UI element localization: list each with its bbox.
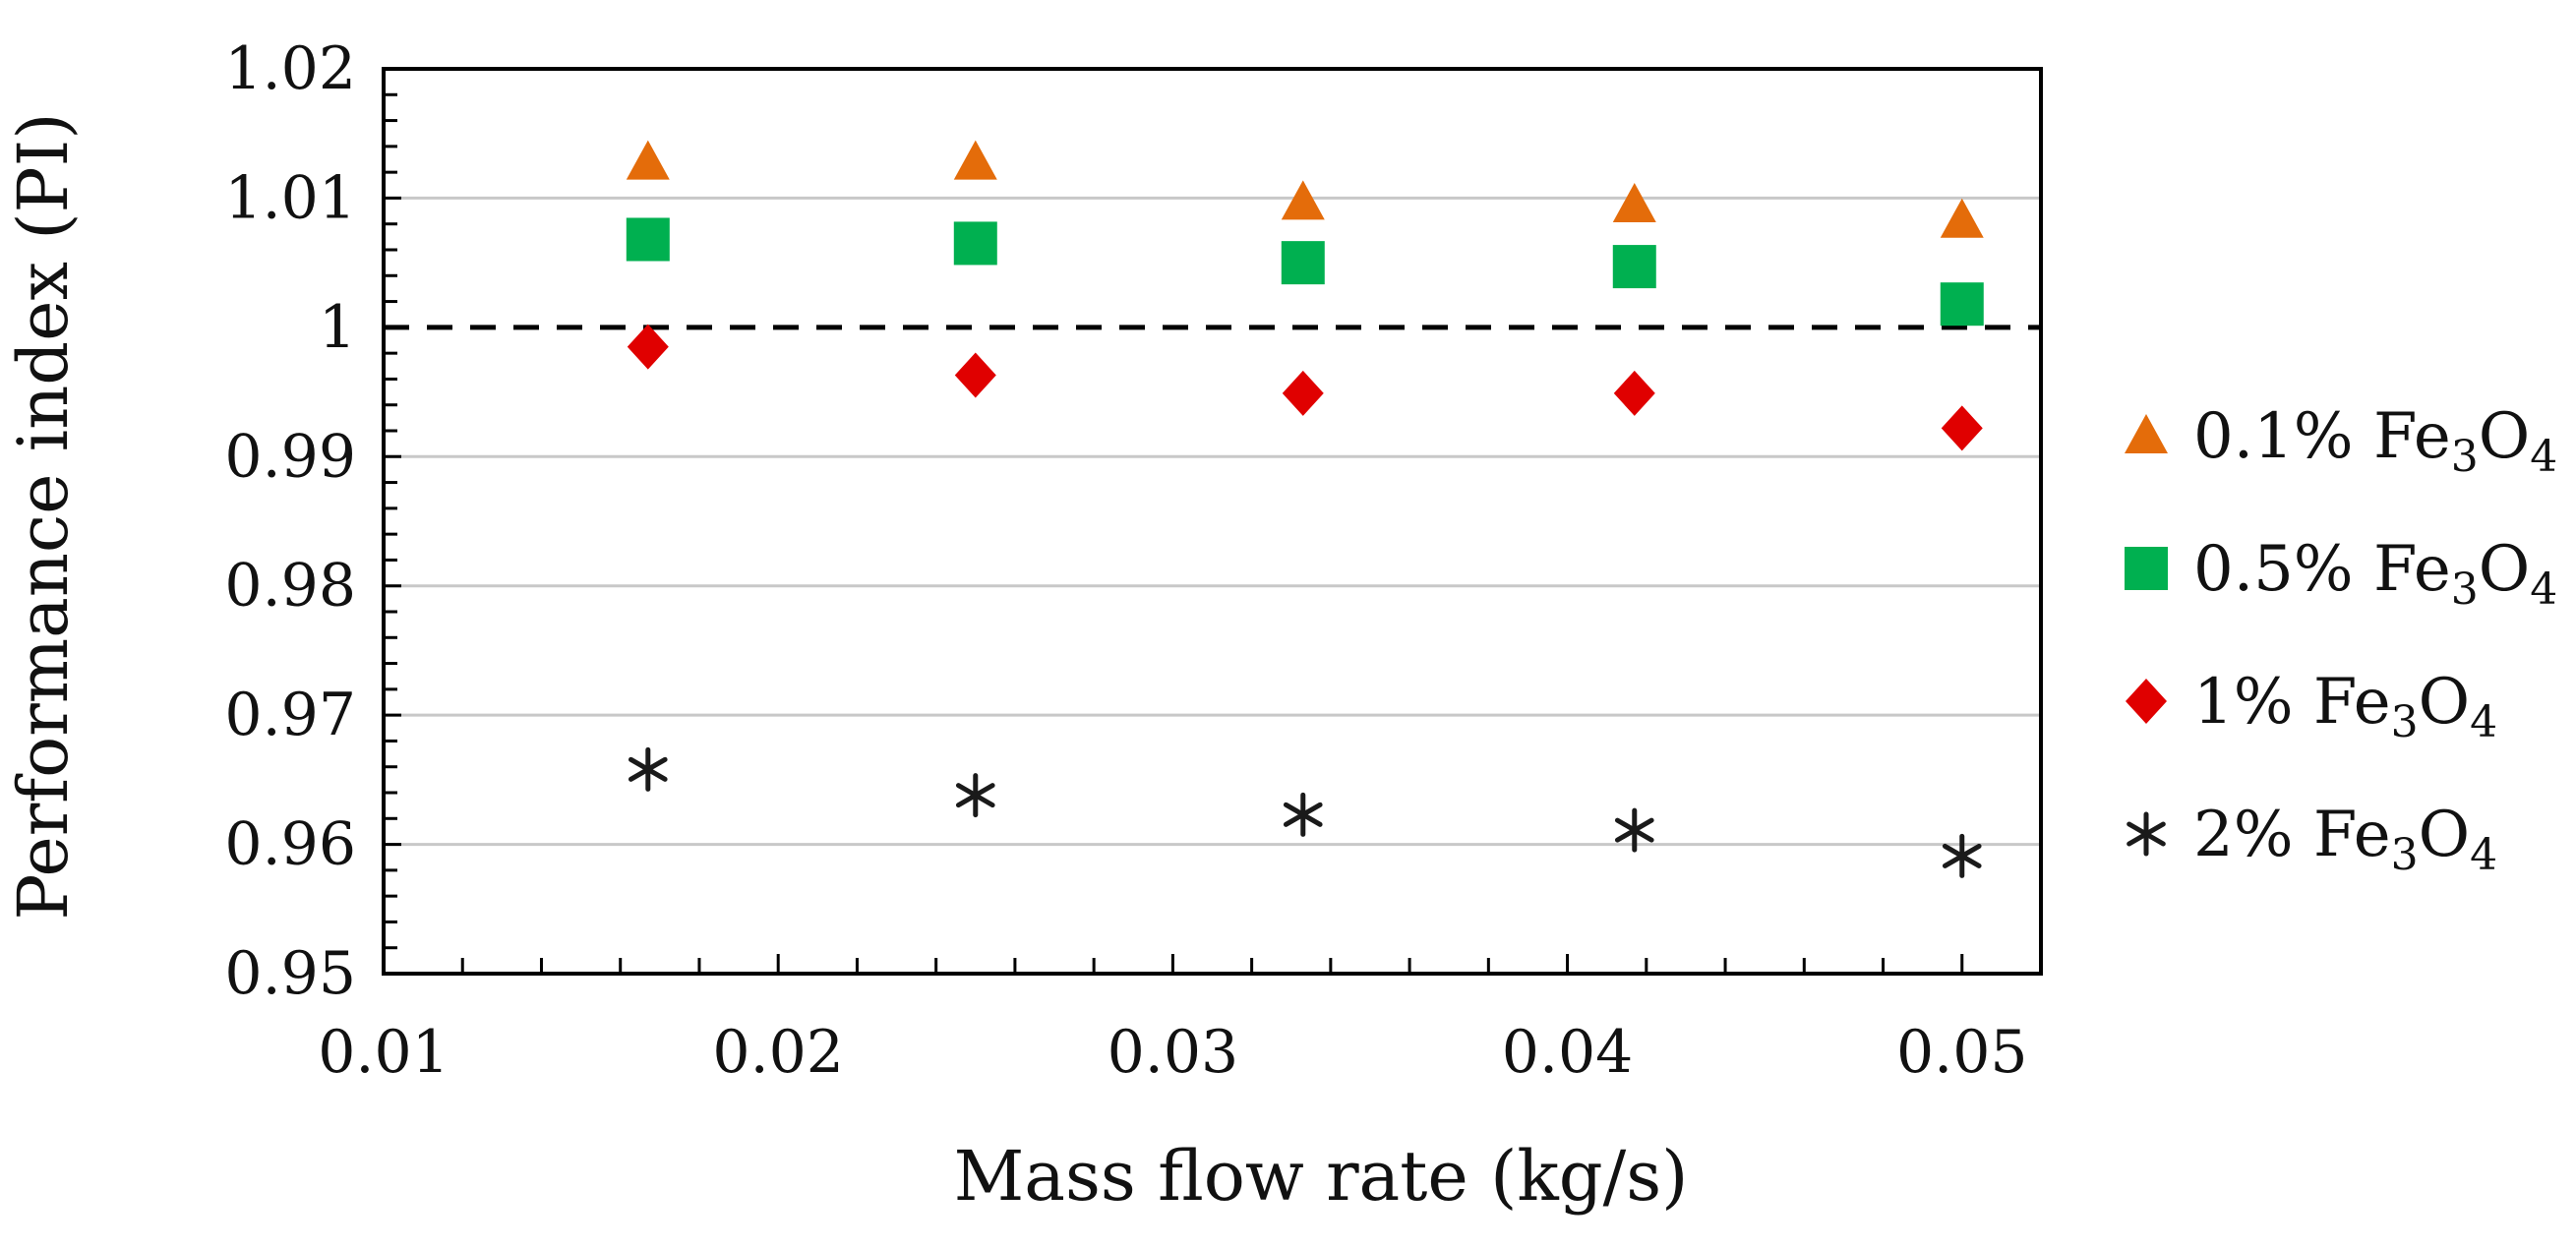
legend-item: 0.1% Fe3O4 [2125, 400, 2557, 482]
legend-item: 2% Fe3O4 [2127, 799, 2497, 880]
data-markers [626, 140, 1984, 878]
legend-label: 0.1% Fe3O4 [2193, 400, 2557, 482]
y-tick-label: 0.96 [224, 810, 356, 879]
legend-label: 2% Fe3O4 [2193, 799, 2497, 880]
point-series-4 [955, 773, 995, 818]
point-series-4 [628, 746, 668, 792]
legend: 0.1% Fe3O4 0.5% Fe3O4 1% Fe3O4 2% Fe3O4 [2125, 400, 2557, 880]
tick-labels: 0.95 0.96 0.97 0.98 0.99 1 1.01 1.02 0.01 0.02 0.0… [224, 34, 2027, 1087]
plot-border [382, 67, 2043, 976]
point-series-3 [1613, 370, 1655, 416]
y-tick-label: 0.99 [224, 422, 356, 491]
point-series-2 [1281, 241, 1325, 285]
legend-marker [2125, 547, 2168, 590]
point-series-3 [1282, 370, 1324, 416]
legend-label: 0.5% Fe3O4 [2193, 533, 2557, 615]
point-series-2 [626, 217, 670, 262]
point-series-3 [954, 352, 996, 398]
point-series-2 [1940, 282, 1984, 327]
legend-label: 1% Fe3O4 [2193, 666, 2497, 747]
point-series-1 [1612, 183, 1656, 222]
y-tick-label: 1.01 [224, 163, 356, 232]
y-tick-label: 1 [319, 293, 356, 362]
point-series-3 [1941, 405, 1983, 451]
point-series-1 [1281, 180, 1325, 220]
axis-ticks [382, 67, 2043, 976]
point-series-2 [1612, 245, 1656, 289]
legend-marker [2125, 414, 2168, 453]
legend-item: 0.5% Fe3O4 [2125, 533, 2557, 615]
legend-marker [2126, 679, 2167, 724]
x-tick-label: 0.05 [1896, 1018, 2028, 1087]
point-series-1 [1940, 198, 1984, 238]
grid-lines [384, 196, 2041, 847]
point-series-3 [627, 324, 669, 370]
y-axis-title: Performance index (PI) [3, 112, 84, 920]
y-tick-label: 0.97 [224, 681, 356, 749]
point-series-4 [1614, 807, 1654, 853]
x-tick-label: 0.03 [1108, 1018, 1239, 1087]
point-series-4 [1942, 833, 1982, 878]
legend-item: 1% Fe3O4 [2126, 666, 2497, 747]
point-series-2 [953, 221, 997, 266]
x-axis-title: Mass flow rate (kg/s) [954, 1136, 1689, 1217]
x-tick-label: 0.02 [712, 1018, 844, 1087]
point-series-1 [953, 140, 997, 180]
y-tick-label: 0.95 [224, 939, 356, 1008]
legend-marker [2127, 811, 2166, 857]
plot-frame [382, 67, 2043, 976]
x-tick-label: 0.01 [318, 1018, 449, 1087]
x-tick-label: 0.04 [1502, 1018, 1634, 1087]
y-tick-label: 1.02 [224, 34, 356, 103]
point-series-1 [626, 140, 670, 180]
point-series-4 [1283, 792, 1323, 837]
y-tick-label: 0.98 [224, 552, 356, 621]
